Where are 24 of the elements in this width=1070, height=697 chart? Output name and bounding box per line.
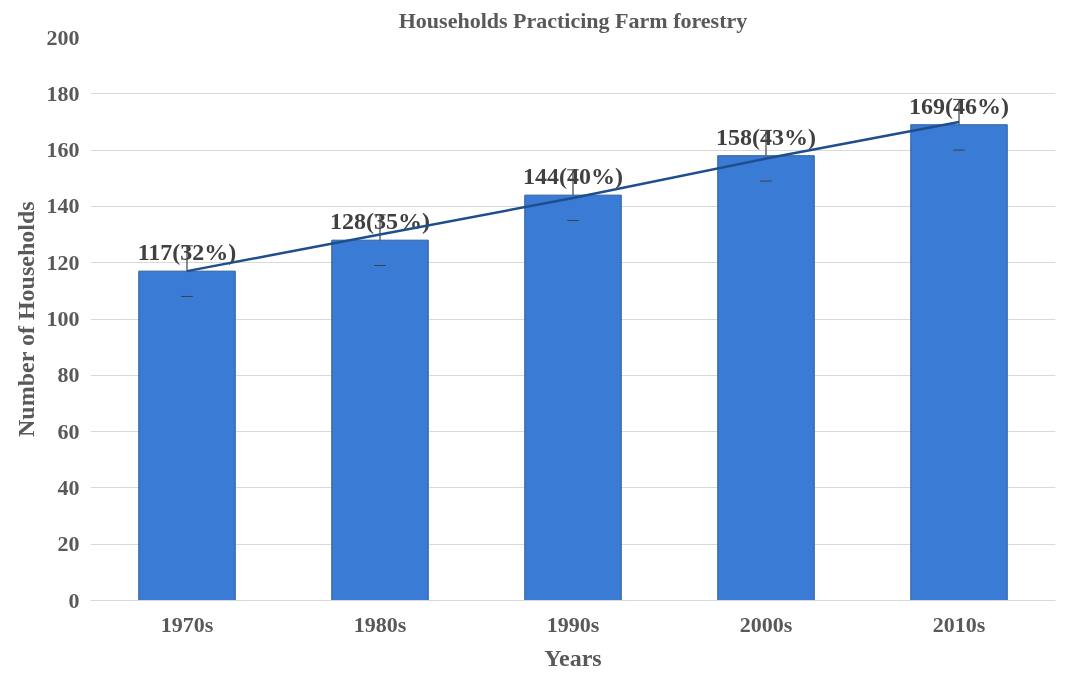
x-tick-label: 1980s xyxy=(353,611,407,637)
y-tick-label: 120 xyxy=(46,249,80,275)
bar xyxy=(717,155,815,601)
y-tick-label: 140 xyxy=(46,193,80,219)
y-tick-label: 100 xyxy=(46,306,80,331)
y-tick-label: 180 xyxy=(46,80,80,106)
y-tick-label: 60 xyxy=(57,418,80,444)
bar xyxy=(331,239,429,601)
y-axis-title: Number of Households xyxy=(12,201,39,438)
bar xyxy=(138,270,236,601)
y-tick-label: 40 xyxy=(57,474,80,500)
bar xyxy=(524,194,622,601)
x-tick-label: 2000s xyxy=(739,611,793,637)
y-tick-label: 160 xyxy=(46,137,80,163)
x-axis-title: Years xyxy=(544,644,602,671)
y-tick-label: 80 xyxy=(57,362,80,388)
y-tick-label: 200 xyxy=(46,24,80,50)
chart-title: Households Practicing Farm forestry xyxy=(398,7,748,33)
x-tick-label: 1970s xyxy=(160,611,214,637)
bar xyxy=(910,124,1008,601)
x-tick-label: 1990s xyxy=(546,611,600,637)
x-tick-label: 2010s xyxy=(932,611,986,637)
y-tick-label: 0 xyxy=(68,587,80,613)
y-tick-label: 20 xyxy=(57,531,80,557)
